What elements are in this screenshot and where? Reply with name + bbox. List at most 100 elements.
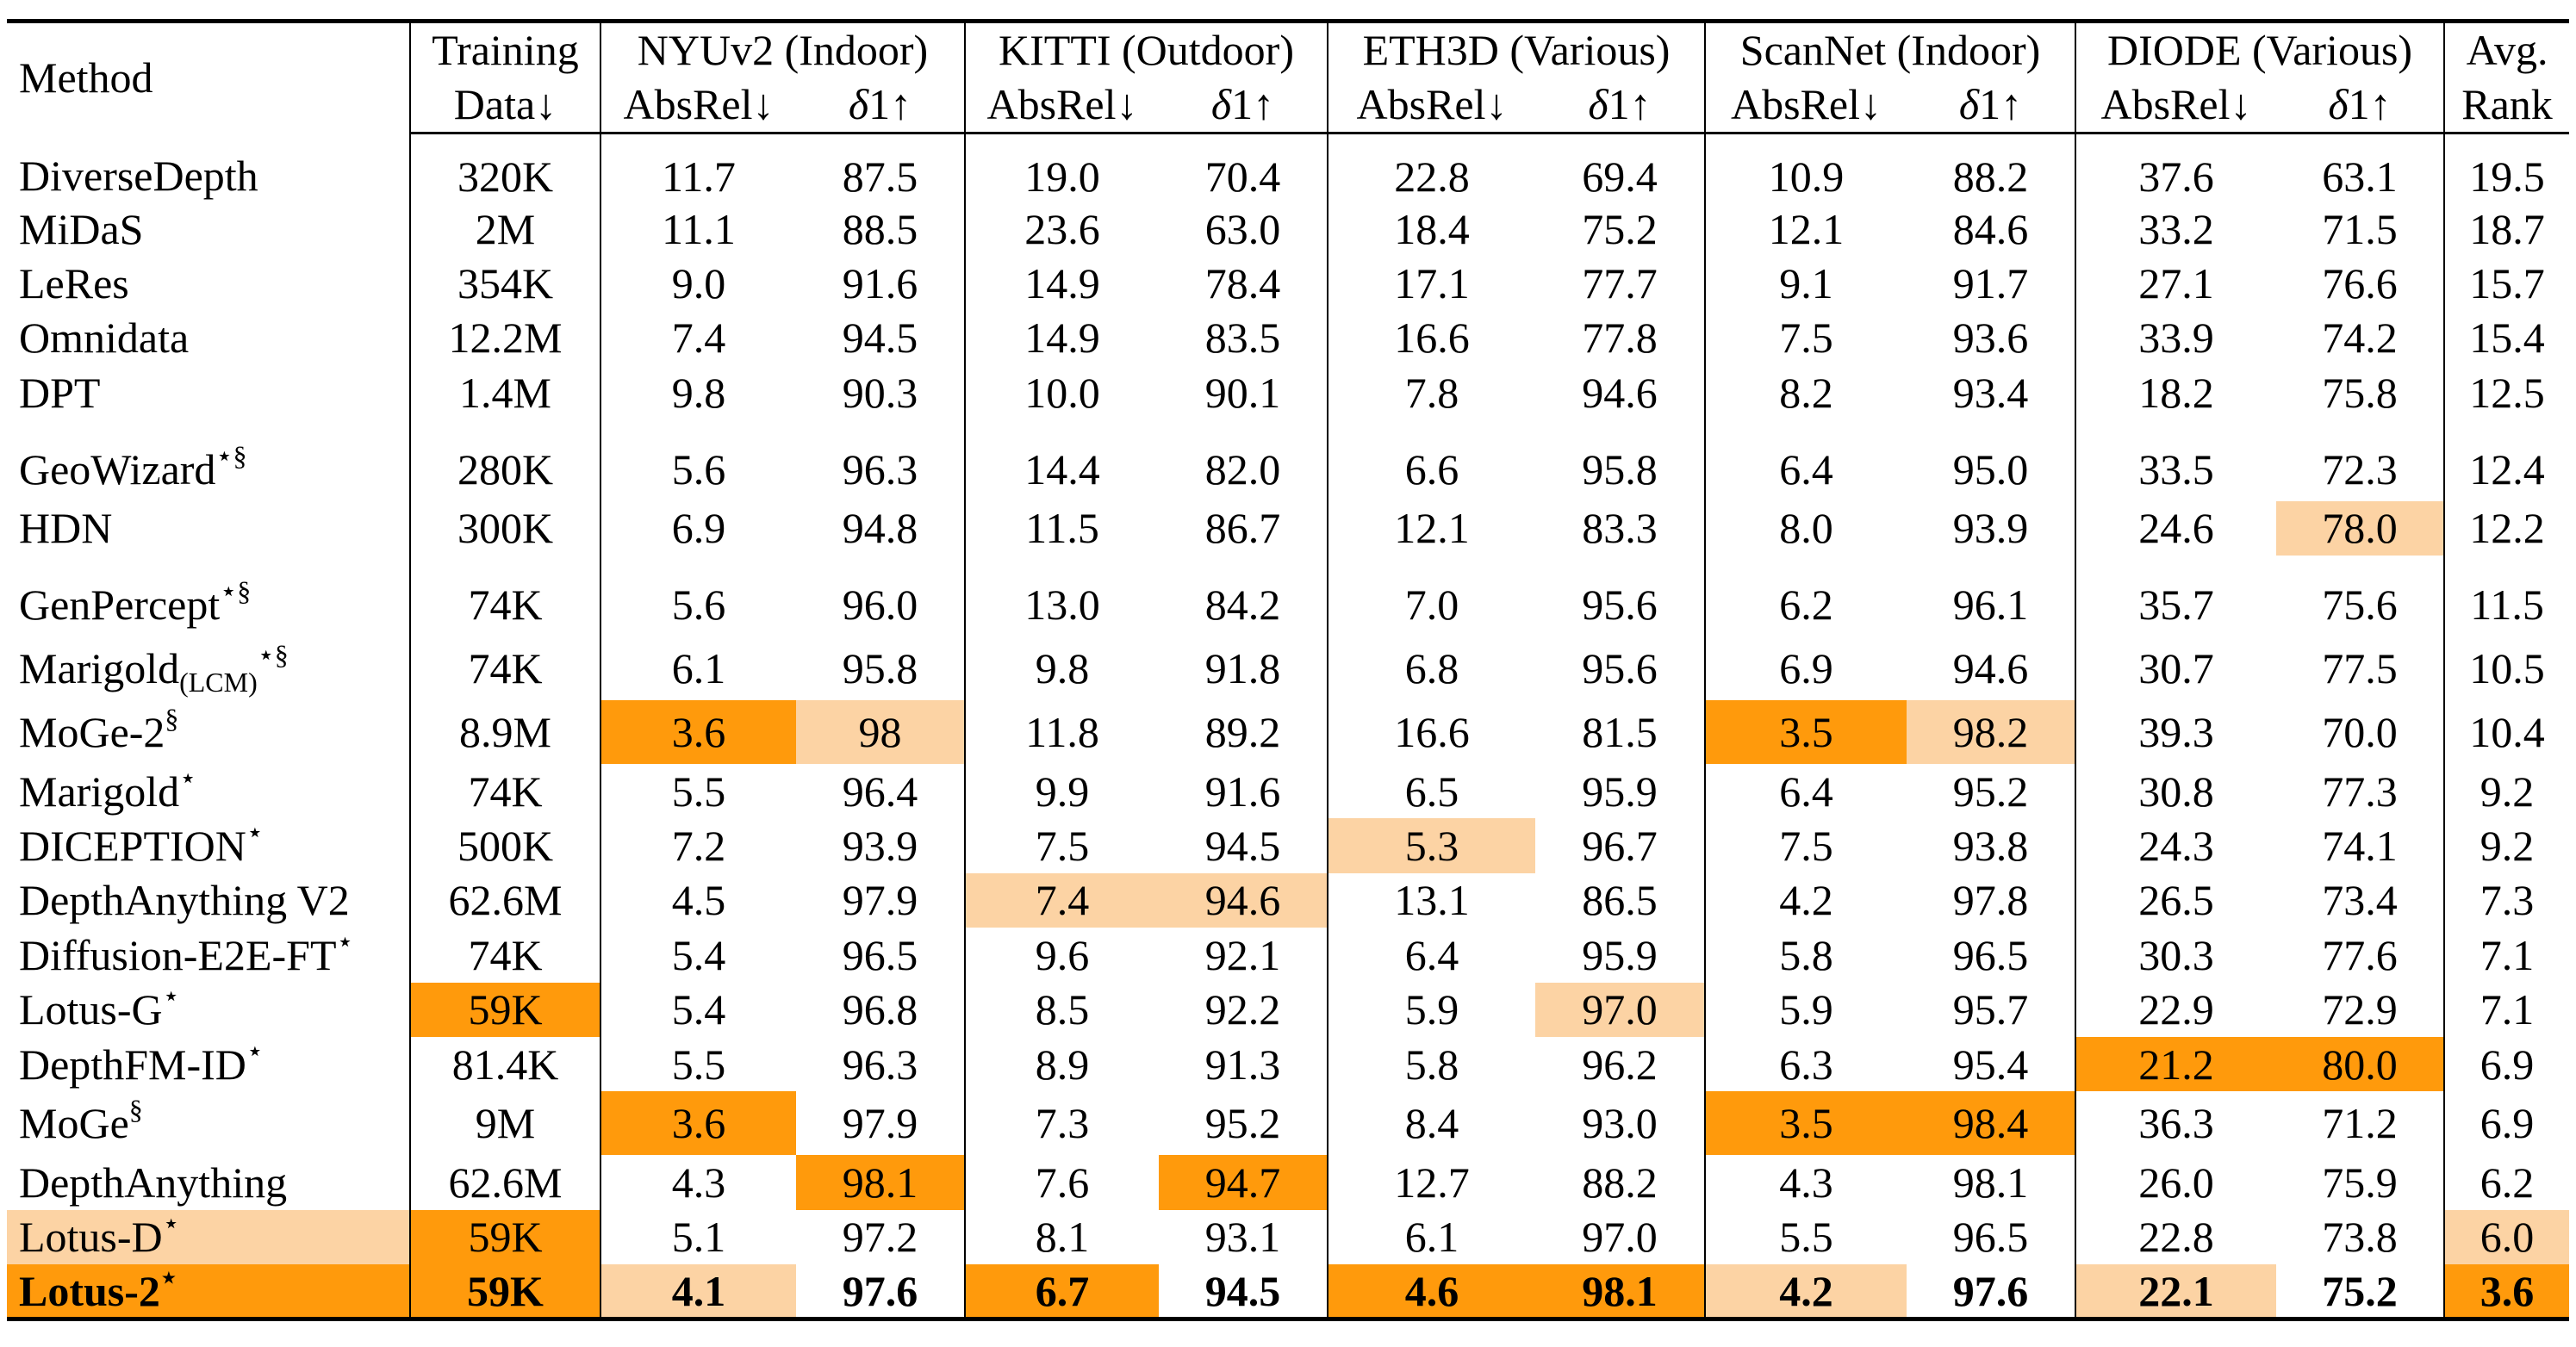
eth3d-absrel-cell: 16.6: [1327, 310, 1536, 366]
scannet-absrel-cell: 6.4: [1704, 763, 1907, 819]
method-cell: MiDaS: [7, 202, 410, 256]
method-name: DPT: [19, 368, 101, 417]
kitti-absrel-cell: 19.0: [964, 133, 1159, 202]
avg-rank-cell: 15.7: [2443, 256, 2570, 311]
table-row: DepthAnything 62.6M 4.3 98.1 7.6 94.7 12.7 88.2…: [7, 1155, 2570, 1210]
nyuv2-absrel-cell: 5.4: [600, 928, 796, 983]
nyuv2-delta1-cell: 96.8: [842, 985, 918, 1034]
diode-delta1-cell: 75.9: [2322, 1158, 2398, 1207]
method-superscript: ⋆§: [257, 638, 289, 670]
method-cell: DepthAnything: [7, 1155, 410, 1209]
nyuv2-delta1-header: δ1↑: [796, 78, 965, 134]
nyuv2-delta1-cell: 96.3: [842, 1040, 918, 1089]
scannet-delta1-cell: 97.8: [1952, 876, 2029, 925]
scannet-absrel-cell: 4.2: [1704, 872, 1907, 928]
diode-delta1-cell: 74.1: [2322, 822, 2398, 871]
eth3d-absrel-cell: 7.0: [1327, 555, 1536, 636]
table-row: Omnidata 12.2M 7.4 94.5 14.9 83.5 16.6 77.8 7.5 9…: [7, 310, 2570, 366]
eth3d-absrel-cell: 16.6: [1327, 699, 1536, 764]
nyuv2-delta1-cell: 98: [796, 699, 965, 764]
method-name: Lotus-2: [19, 1266, 160, 1315]
table-row: Marigold(LCM)⋆§ 74K 6.1 95.8 9.8 91.8 6.8 95.6 6…: [7, 636, 2570, 700]
kitti-delta1-cell: 94.5: [1204, 822, 1281, 871]
diode-absrel-cell: 24.6: [2075, 500, 2277, 556]
nyuv2-delta1-cell: 97.2: [842, 1213, 918, 1262]
eth3d-delta1-cell: 88.2: [1582, 1158, 1658, 1207]
training-data-cell: 74K: [409, 928, 600, 983]
training-data-cell: 59K: [409, 1209, 600, 1265]
scannet-delta1-cell: 97.6: [1952, 1266, 2029, 1315]
nyuv2-absrel-cell: 5.4: [600, 982, 796, 1037]
diode-delta1-cell: 75.8: [2322, 368, 2398, 417]
nyuv2-delta1-cell: 94.5: [842, 313, 918, 363]
table-row: LeRes 354K 9.0 91.6 14.9 78.4 17.1 77.7 9.1 91.7 2…: [7, 256, 2570, 311]
avg-rank-cell: 19.5: [2443, 133, 2570, 202]
kitti-absrel-cell: 9.6: [964, 928, 1159, 983]
scannet-delta1-cell: 96.5: [1952, 1213, 2029, 1262]
method-superscript: ⋆§: [215, 439, 247, 471]
delta-suffix: 1↑: [2348, 80, 2392, 128]
nyuv2-delta1-cell: 90.3: [842, 368, 918, 417]
training-data-cell: 12.2M: [409, 310, 600, 366]
scannet-delta1-cell: 98.1: [1952, 1158, 2029, 1207]
training-data-cell: 280K: [409, 419, 600, 501]
kitti-delta1-cell: 83.5: [1204, 313, 1281, 363]
kitti-absrel-cell: 13.0: [964, 555, 1159, 636]
eth3d-absrel-header: AbsRel↓: [1327, 78, 1536, 134]
diode-delta1-cell: 78.0: [2276, 500, 2445, 556]
training-data-cell: 59K: [409, 1264, 600, 1319]
diode-delta1-cell: 71.2: [2322, 1099, 2398, 1148]
table-row: HDN 300K 6.9 94.8 11.5 86.7 12.1 83.3 8.0 93.9 24.…: [7, 500, 2570, 556]
eth3d-absrel-cell: 6.5: [1327, 763, 1536, 819]
method-superscript: ⋆: [162, 1207, 180, 1239]
method-subscript: (LCM): [179, 666, 258, 698]
eth3d-delta1-cell: 98.1: [1535, 1264, 1706, 1319]
eth3d-absrel-cell: 18.4: [1327, 202, 1536, 257]
scannet-delta1-cell: 91.7: [1952, 259, 2029, 308]
method-cell: DepthAnything V2: [7, 873, 410, 928]
method-cell: DPT: [7, 365, 410, 419]
eth3d-absrel-cell: 13.1: [1327, 872, 1536, 928]
kitti-absrel-cell: 8.9: [964, 1036, 1159, 1092]
avg-rank-cell: 6.9: [2443, 1036, 2570, 1092]
eth3d-delta1-cell: 81.5: [1582, 707, 1658, 756]
diode-delta1-cell: 75.6: [2322, 580, 2398, 629]
method-cell: Diffusion-E2E-FT⋆: [7, 928, 410, 982]
nyuv2-delta1-cell: 97.9: [842, 876, 918, 925]
kitti-absrel-cell: 14.9: [964, 256, 1159, 311]
training-data-header-line2: Data↓: [409, 78, 600, 134]
scannet-delta1-cell: 95.2: [1952, 767, 2029, 816]
kitti-delta1-header: δ1↑: [1159, 78, 1328, 134]
nyuv2-absrel-cell: 6.1: [600, 636, 796, 700]
kitti-delta1-cell: 94.6: [1159, 872, 1328, 928]
scannet-absrel-cell: 9.1: [1704, 256, 1907, 311]
table-row: Marigold⋆ 74K 5.5 96.4 9.9 91.6 6.5 95.9 6.4 95.2…: [7, 763, 2570, 819]
nyuv2-header: NYUv2 (Indoor): [600, 21, 965, 78]
kitti-delta1-cell: 91.3: [1204, 1040, 1281, 1089]
method-cell: MoGe§: [7, 1091, 410, 1155]
training-data-cell: 62.6M: [409, 872, 600, 928]
nyuv2-absrel-cell: 6.9: [600, 500, 796, 556]
method-name: GenPercept: [19, 580, 221, 629]
kitti-header: KITTI (Outdoor): [963, 21, 1328, 78]
eth3d-delta1-cell: 97.0: [1582, 1213, 1658, 1262]
nyuv2-absrel-cell: 4.5: [600, 872, 796, 928]
diode-delta1-cell: 74.2: [2322, 313, 2398, 363]
scannet-absrel-cell: 8.0: [1704, 500, 1907, 556]
nyuv2-delta1-cell: 96.3: [842, 444, 918, 493]
kitti-delta1-cell: 91.6: [1204, 767, 1281, 816]
eth3d-delta1-cell: 96.2: [1582, 1040, 1658, 1089]
nyuv2-absrel-cell: 5.5: [600, 763, 796, 819]
scannet-header: ScanNet (Indoor): [1704, 21, 2076, 78]
diode-header: DIODE (Various): [2075, 21, 2445, 78]
training-data-cell: 74K: [409, 636, 600, 700]
diode-absrel-cell: 30.8: [2075, 763, 2277, 819]
diode-absrel-cell: 26.0: [2075, 1155, 2277, 1210]
method-name: GeoWizard: [19, 444, 216, 493]
method-name: Lotus-D: [19, 1213, 163, 1262]
table-row: Diffusion-E2E-FT⋆ 74K 5.4 96.5 9.6 92.1 6.4 95.…: [7, 928, 2570, 983]
eth3d-absrel-cell: 6.4: [1327, 928, 1536, 983]
method-name: Lotus-G: [19, 985, 163, 1034]
diode-delta1-header: δ1↑: [2276, 78, 2445, 134]
eth3d-absrel-cell: 7.8: [1327, 365, 1536, 420]
